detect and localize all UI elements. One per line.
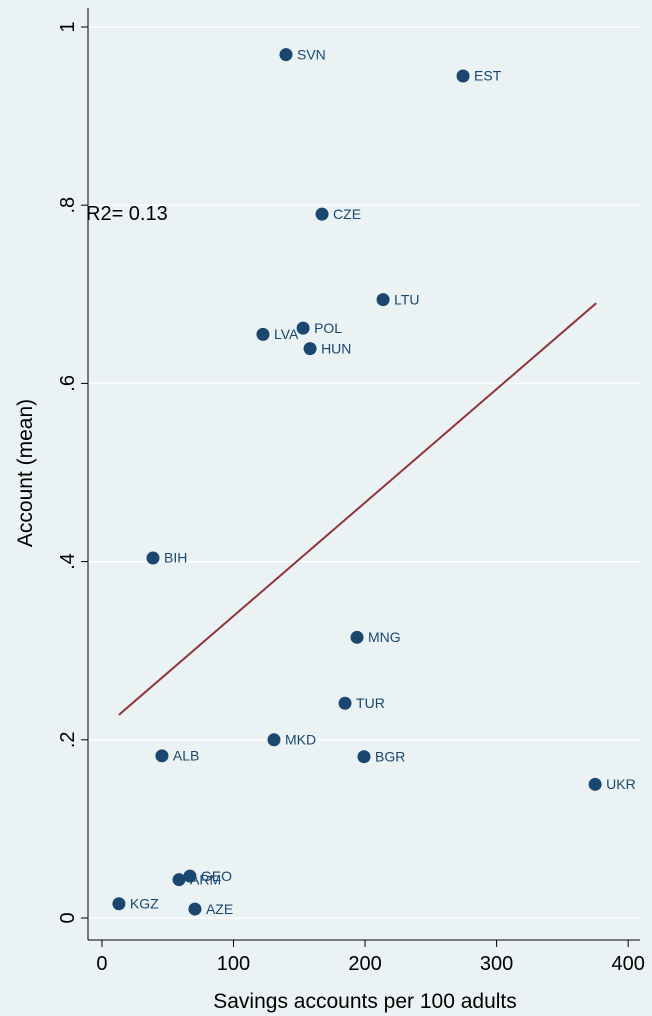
point (315, 207, 329, 221)
x-tick-label: 0 (96, 953, 107, 975)
point (296, 321, 310, 335)
point (338, 696, 352, 710)
point-label: LVA (274, 326, 299, 342)
x-tick-label: 100 (217, 953, 250, 975)
point (146, 551, 160, 565)
point-label: CZE (333, 206, 361, 222)
point (267, 733, 281, 747)
y-tick-label: .6 (57, 375, 79, 392)
y-axis-title: Account (mean) (14, 399, 37, 547)
point-label: EST (474, 68, 502, 84)
point (155, 749, 169, 763)
x-tick-label: 200 (348, 953, 381, 975)
point (303, 342, 317, 356)
point-label: GEO (201, 868, 232, 884)
point-label: ALB (173, 748, 199, 764)
y-tick-label: 0 (57, 912, 79, 923)
point-label: BIH (164, 550, 187, 566)
x-tick-label: 400 (611, 953, 644, 975)
point-label: AZE (206, 901, 233, 917)
point-label: KGZ (130, 895, 159, 911)
point (172, 873, 186, 887)
fit-line (118, 302, 597, 716)
point (256, 327, 270, 341)
point-label: UKR (606, 776, 636, 792)
plot-region (88, 8, 640, 940)
x-axis-title: Savings accounts per 100 adults (213, 990, 517, 1013)
y-tick-label: .4 (57, 553, 79, 570)
point-label: ARM (190, 871, 221, 887)
point (112, 897, 126, 911)
point-label: SVN (297, 46, 326, 62)
point (456, 69, 470, 83)
point (376, 293, 390, 307)
point (188, 902, 202, 916)
x-tick-label: 300 (480, 953, 513, 975)
point-label: MNG (368, 629, 401, 645)
point (183, 869, 197, 883)
point (588, 777, 602, 791)
y-tick-label: .2 (57, 731, 79, 748)
point-label: BGR (375, 748, 405, 764)
point-label: TUR (356, 695, 385, 711)
point (357, 750, 371, 764)
point-label: LTU (394, 291, 419, 307)
y-tick-label: .8 (57, 197, 79, 214)
y-tick-label: 1 (57, 21, 79, 32)
point (279, 48, 293, 62)
point-label: MKD (285, 731, 316, 747)
annotation: R2= 0.13 (86, 203, 168, 225)
point (350, 630, 364, 644)
point-label: POL (314, 320, 342, 336)
point-label: HUN (321, 340, 351, 356)
